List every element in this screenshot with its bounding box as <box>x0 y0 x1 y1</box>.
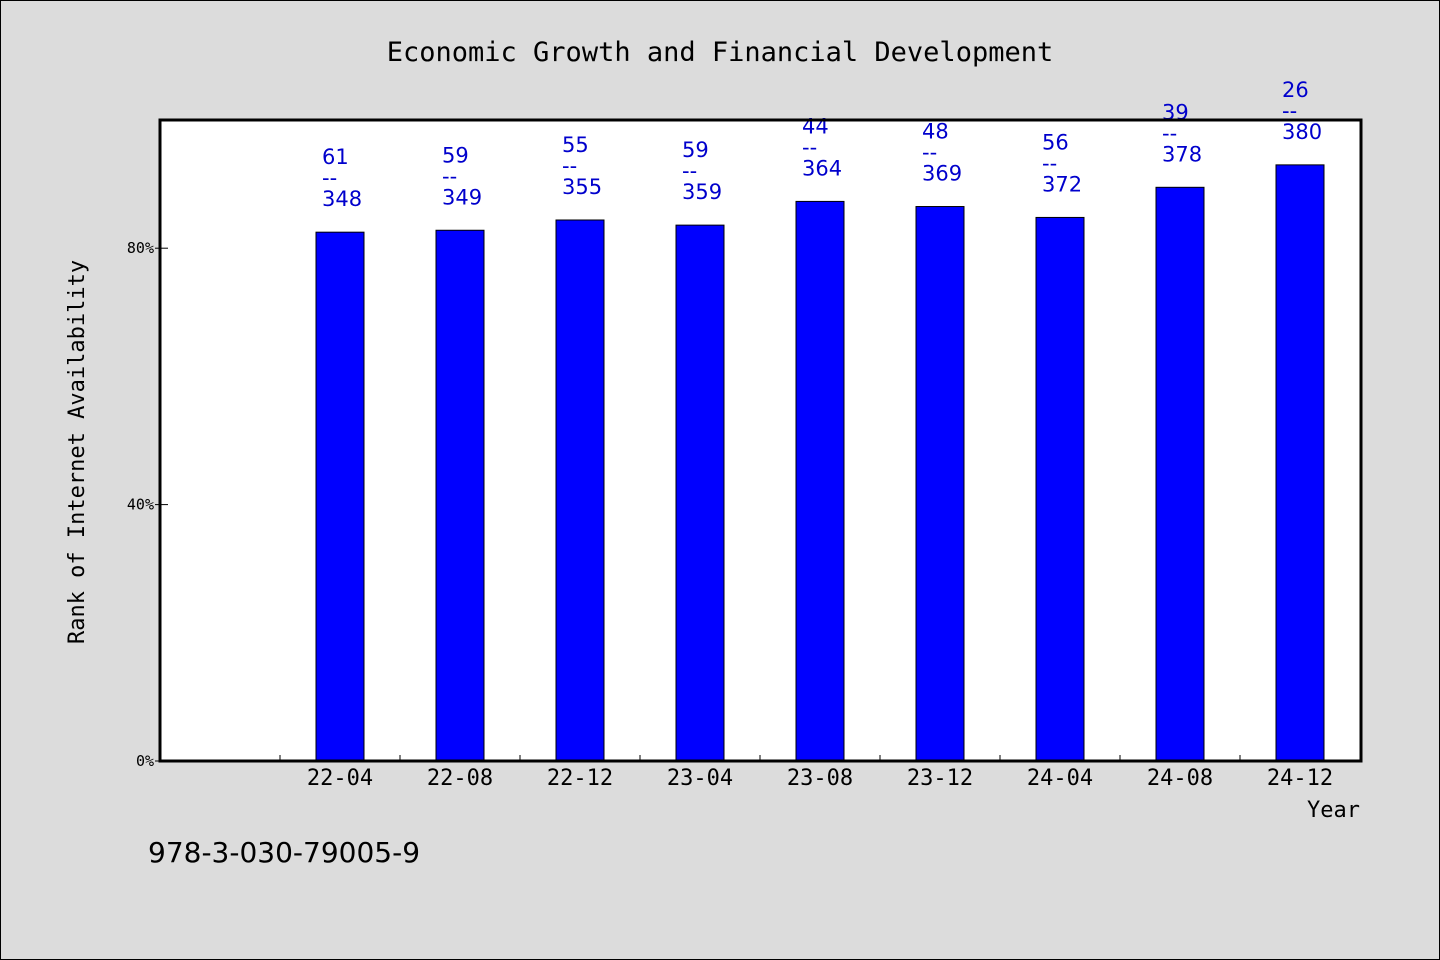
bar <box>315 231 365 762</box>
x-tick-label: 22-04 <box>307 766 373 791</box>
bar <box>675 224 725 762</box>
x-tick-label: 24-12 <box>1267 766 1333 791</box>
bar-label-separator: -- <box>802 135 817 159</box>
y-axis-label: Rank of Internet Availability <box>65 260 90 644</box>
plot-border <box>158 118 1363 763</box>
y-tick-label: 40% <box>127 496 154 514</box>
y-tick-label: 80% <box>127 239 154 257</box>
y-tick-label: 0% <box>136 752 154 770</box>
x-tick-label: 23-04 <box>667 766 733 791</box>
bar-label-separator: -- <box>442 164 457 188</box>
bar-label-separator: -- <box>322 166 337 190</box>
bar <box>1035 216 1085 762</box>
x-tick-label: 24-08 <box>1147 766 1213 791</box>
x-tick-label: 22-12 <box>547 766 613 791</box>
bar-label-bottom: 359 <box>682 180 722 204</box>
bar-label-top: 55 <box>562 133 589 157</box>
bar-label-bottom: 372 <box>1042 172 1082 196</box>
bar-label-top: 44 <box>802 114 829 138</box>
bar <box>1275 164 1325 762</box>
x-axis-ticks: 22-04 22-08 22-12 23-04 23-08 23-12 24-04 24-08… <box>279 755 1361 791</box>
bar <box>555 219 605 762</box>
bar-label-separator: -- <box>1282 99 1297 123</box>
bar <box>435 229 485 762</box>
bar-label-top: 61 <box>322 145 349 169</box>
bar-label-separator: -- <box>562 154 577 178</box>
bar-label-bottom: 364 <box>802 156 842 180</box>
bar <box>795 200 845 762</box>
bar-label-bottom: 378 <box>1162 142 1202 166</box>
bar-label-top: 59 <box>682 138 709 162</box>
x-tick-label: 22-08 <box>427 766 493 791</box>
chart-title: Economic Growth and Financial Developmen… <box>387 37 1053 68</box>
bar-label-separator: -- <box>1162 121 1177 145</box>
x-tick-label: 24-04 <box>1027 766 1093 791</box>
isbn-text: 978-3-030-79005-9 <box>148 836 420 869</box>
bar-label-top: 56 <box>1042 130 1069 154</box>
bar-label-bottom: 348 <box>322 187 362 211</box>
bar <box>915 206 965 762</box>
bar-label-separator: -- <box>682 159 697 183</box>
bar-label-top: 48 <box>922 120 949 144</box>
x-tick-label: 23-12 <box>907 766 973 791</box>
x-tick-label: 23-08 <box>787 766 853 791</box>
bar-label-bottom: 349 <box>442 185 482 209</box>
bar-label-bottom: 380 <box>1282 120 1322 144</box>
bar-label-separator: -- <box>922 141 937 165</box>
bar-labels-group: 61--34859--34955--35559--35944--36448--3… <box>322 78 1322 211</box>
x-axis-label: Year <box>1307 798 1360 823</box>
y-axis-ticks: 0% 40% 80% <box>127 239 168 770</box>
bar-label-bottom: 355 <box>562 175 602 199</box>
bar-label-top: 26 <box>1282 78 1309 102</box>
bar-label-separator: -- <box>1042 151 1057 175</box>
bar <box>1155 186 1205 762</box>
bar-label-bottom: 369 <box>922 162 962 186</box>
bars-group <box>315 164 1325 762</box>
bar-label-top: 59 <box>442 143 469 167</box>
